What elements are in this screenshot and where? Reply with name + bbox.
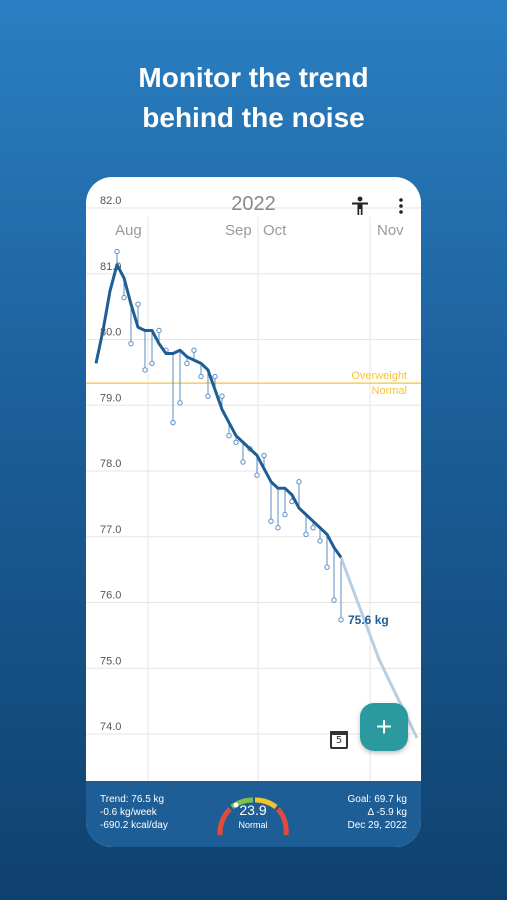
threshold-label-above: Overweight	[351, 370, 407, 382]
measurement-point	[149, 360, 155, 367]
measurement-point	[128, 340, 134, 347]
measurement-point	[331, 597, 337, 603]
goal-weight: Goal: 69.7 kg	[347, 794, 407, 805]
measurement-point	[303, 531, 309, 538]
more-vert-icon[interactable]	[390, 195, 412, 217]
measurement-point	[198, 373, 204, 380]
measurement-point	[324, 564, 330, 570]
y-tick-label: 79.0	[100, 392, 121, 404]
measurement-point	[212, 373, 218, 380]
measurement-point	[317, 538, 323, 544]
add-entry-button[interactable]: +	[360, 703, 408, 751]
headline: Monitor the trend behind the noise	[0, 58, 507, 138]
headline-line-2: behind the noise	[142, 102, 365, 133]
measurement-point	[240, 459, 246, 465]
trend-line	[94, 263, 343, 559]
measurement-point	[121, 294, 127, 301]
goal-delta: Δ -5.9 kg	[367, 807, 407, 818]
month-label: Sep	[225, 222, 252, 239]
measurement-point	[184, 360, 190, 367]
year-label: 2022	[231, 193, 276, 215]
phone-screen: 82.0 81.0 80.0 79.0 78.0 77.0 76.0 75.0 74.0 Over…	[86, 177, 421, 847]
bmi-category: Normal	[238, 820, 268, 830]
threshold-label-below: Normal	[372, 385, 407, 397]
bmi-gauge[interactable]	[210, 787, 296, 843]
y-tick-label: 77.0	[100, 524, 121, 536]
person-icon[interactable]	[349, 195, 371, 217]
measurement-point	[170, 419, 176, 426]
measurement-point	[296, 479, 302, 485]
weight-chart[interactable]: 82.081.080.079.078.077.076.075.074.0Over…	[86, 177, 421, 781]
measurement-point	[338, 617, 344, 623]
trend-summary: Trend: 76.5 kg -0.6 kg/week -690.2 kcal/…	[100, 793, 168, 832]
last-value-label: 75.6 kg	[348, 613, 389, 627]
measurement-point	[254, 472, 260, 478]
y-tick-label: 76.0	[100, 590, 121, 602]
daily-energy: -690.2 kcal/day	[100, 820, 168, 831]
weekly-rate: -0.6 kg/week	[100, 807, 157, 818]
measurement-point	[191, 347, 197, 353]
measurement-point	[282, 511, 288, 518]
headline-line-1: Monitor the trend	[138, 62, 369, 93]
measurement-point	[219, 393, 225, 399]
trend-weight: Trend: 76.5 kg	[100, 794, 165, 805]
measurement-point	[233, 439, 239, 445]
calendar-day: 5	[335, 734, 343, 746]
measurement-point	[135, 301, 141, 307]
month-label: Oct	[263, 222, 287, 239]
measurement-point	[268, 518, 274, 524]
measurement-point	[205, 393, 211, 399]
y-tick-label: 78.0	[100, 458, 121, 470]
measurement-point	[310, 525, 316, 531]
current-date: Dec 29, 2022	[347, 820, 408, 831]
summary-footer: Trend: 76.5 kg -0.6 kg/week -690.2 kcal/…	[86, 781, 421, 847]
measurement-point	[142, 367, 148, 373]
month-label: Nov	[377, 222, 404, 239]
bmi-value: 23.9	[239, 802, 267, 818]
measurement-point	[156, 327, 162, 334]
measurement-point	[226, 433, 232, 439]
goal-summary: Goal: 69.7 kg Δ -5.9 kg Dec 29, 2022	[348, 793, 408, 832]
measurement-point	[261, 452, 267, 459]
y-tick-label: 80.0	[100, 327, 121, 339]
measurement-point	[177, 400, 183, 406]
calendar-icon[interactable]: 5	[330, 731, 348, 749]
month-label: Aug	[115, 222, 142, 239]
measurement-point	[114, 248, 120, 255]
y-tick-label: 82.0	[100, 195, 121, 207]
plus-icon: +	[375, 711, 393, 742]
measurement-point	[275, 525, 281, 531]
y-tick-label: 74.0	[100, 721, 121, 733]
y-tick-label: 75.0	[100, 655, 121, 667]
